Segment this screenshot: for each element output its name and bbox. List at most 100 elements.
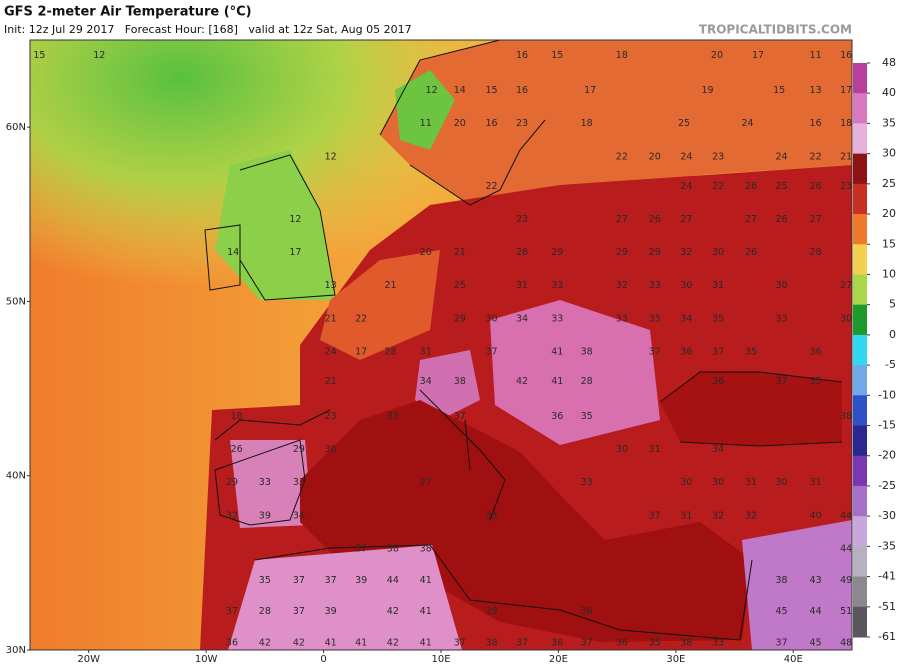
temperature-label: 38 <box>387 543 399 554</box>
temperature-label: 35 <box>745 346 757 357</box>
temperature-label: 35 <box>810 376 822 387</box>
temperature-label: 17 <box>840 85 852 96</box>
temperature-label: 15 <box>551 50 563 61</box>
x-tick-label: 20W <box>77 654 100 665</box>
temperature-label: 31 <box>745 477 757 488</box>
colorbar-segment <box>853 93 867 124</box>
temperature-label: 24 <box>775 151 787 162</box>
temperature-label: 37 <box>516 638 528 649</box>
colorbar-label: -15 <box>878 419 896 432</box>
temperature-label: 40 <box>810 510 822 521</box>
temperature-label: 17 <box>355 346 367 357</box>
iberia-hot <box>230 440 312 528</box>
temperature-label: 22 <box>616 151 628 162</box>
temperature-label: 18 <box>616 50 628 61</box>
black-sea <box>660 372 842 446</box>
colorbar-label: -61 <box>878 630 896 643</box>
temperature-label: 26 <box>775 214 787 225</box>
temperature-label: 48 <box>840 638 852 649</box>
temperature-label: 29 <box>616 247 628 258</box>
temperature-label: 44 <box>387 575 399 586</box>
temperature-label: 21 <box>325 376 337 387</box>
temperature-label: 20 <box>711 50 723 61</box>
british-isles <box>215 150 335 300</box>
y-tick-label: 60N <box>6 122 26 133</box>
temperature-label: 36 <box>616 638 628 649</box>
temperature-label: 23 <box>516 214 528 225</box>
y-tick-label: 30N <box>6 645 26 656</box>
temperature-label: 37 <box>775 638 787 649</box>
temperature-label: 24 <box>325 346 337 357</box>
colorbar-label: -5 <box>885 358 896 371</box>
temperature-label: 26 <box>810 181 822 192</box>
temperature-label: 23 <box>325 411 337 422</box>
temperature-label: 14 <box>454 85 466 96</box>
temperature-label: 36 <box>810 346 822 357</box>
temperature-label: 25 <box>454 280 466 291</box>
temperature-label: 29 <box>649 247 661 258</box>
temperature-label: 37 <box>649 346 661 357</box>
temperature-label: 42 <box>259 638 271 649</box>
temperature-label: 39 <box>355 575 367 586</box>
colorbar-label: 30 <box>882 147 896 160</box>
scandinavia-russia <box>380 40 852 205</box>
temperature-label: 17 <box>584 85 596 96</box>
temperature-label: 41 <box>355 638 367 649</box>
temperature-label: 17 <box>289 247 301 258</box>
north-africa-hot <box>228 545 462 650</box>
temperature-label: 23 <box>516 118 528 129</box>
chart-title: GFS 2-meter Air Temperature (°C) <box>4 5 252 20</box>
colorbar-segment <box>853 183 867 215</box>
temperature-label: 36 <box>325 444 337 455</box>
colorbar-label: -35 <box>878 539 896 552</box>
temperature-label: 26 <box>745 181 757 192</box>
temperature-label: 24 <box>741 118 753 129</box>
temperature-label: 16 <box>810 118 822 129</box>
temperature-label: 41 <box>325 638 337 649</box>
temperature-label: 37 <box>293 575 305 586</box>
x-tick-label: 40E <box>784 654 803 665</box>
temperature-label: 30 <box>485 313 497 324</box>
temperature-label: 36 <box>680 346 692 357</box>
temperature-label: 25 <box>775 181 787 192</box>
colorbar-segment <box>853 455 867 487</box>
temperature-label: 39 <box>485 606 497 617</box>
colorbar-segment <box>853 606 867 638</box>
colorbar-label: 20 <box>882 207 896 220</box>
temperature-label: 13 <box>325 280 337 291</box>
temperature-label: 11 <box>810 50 822 61</box>
temperature-label: 17 <box>752 50 764 61</box>
temperature-label: 37 <box>454 411 466 422</box>
temperature-label: 35 <box>649 638 661 649</box>
temperature-label: 25 <box>678 118 690 129</box>
colorbar-segment <box>853 334 867 366</box>
temperature-label: 37 <box>775 376 787 387</box>
temperature-label: 30 <box>775 280 787 291</box>
colorbar-segment <box>853 274 867 306</box>
temperature-label: 35 <box>259 575 271 586</box>
temperature-label: 20 <box>454 118 466 129</box>
temperature-label: 31 <box>420 346 432 357</box>
temperature-label: 34 <box>420 376 432 387</box>
temperature-label: 21 <box>384 280 396 291</box>
colorbar-segment <box>853 395 867 427</box>
temperature-label: 36 <box>226 638 238 649</box>
temperature-label: 38 <box>581 346 593 357</box>
colorbar-label: 5 <box>889 298 896 311</box>
temperature-label: 32 <box>616 280 628 291</box>
temperature-label: 21 <box>840 151 852 162</box>
temperature-label: 14 <box>227 247 239 258</box>
colorbar-segment <box>853 485 867 517</box>
colorbar-label: -30 <box>878 509 896 522</box>
temperature-label: 28 <box>259 606 271 617</box>
temperature-label: 34 <box>680 313 692 324</box>
x-tick-label: 0 <box>320 654 326 665</box>
temperature-label: 18 <box>581 118 593 129</box>
temperature-label: 38 <box>485 638 497 649</box>
temperature-label: 27 <box>420 477 432 488</box>
norway-cool <box>395 70 455 150</box>
temperature-label: 30 <box>680 477 692 488</box>
x-tick-label: 30E <box>666 654 685 665</box>
temperature-label: 29 <box>551 247 563 258</box>
